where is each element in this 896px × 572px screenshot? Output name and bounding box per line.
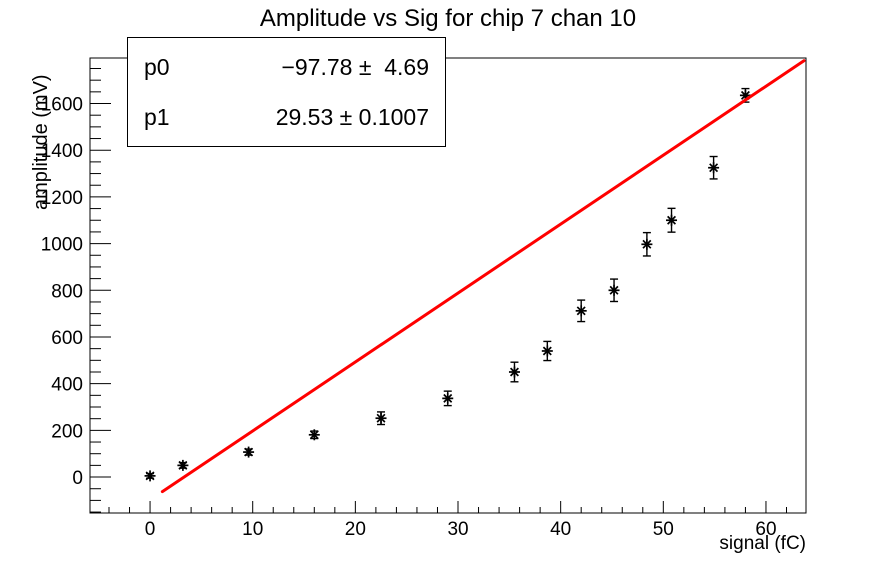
y-tick-label: 1200 <box>41 188 83 209</box>
y-tick-label: 0 <box>72 468 83 489</box>
y-axis: 0 200 400 600 800 1000 1200 1400 1600 <box>41 68 111 513</box>
y-tick-label: 800 <box>51 281 83 302</box>
stats-row-p1: p1 29.53 ± 0.1007 <box>128 104 445 131</box>
data-point-marker <box>666 214 678 226</box>
data-point-marker <box>308 429 320 441</box>
data-point-marker <box>575 305 587 317</box>
x-tick-label: 50 <box>653 519 674 540</box>
data-point-marker <box>375 412 387 424</box>
chart-title: Amplitude vs Sig for chip 7 chan 10 <box>259 5 637 32</box>
x-axis: 0 10 20 30 40 50 60 <box>108 501 787 540</box>
data-point-marker <box>442 392 454 404</box>
fit-line <box>160 59 806 494</box>
data-points <box>144 87 751 482</box>
data-point-marker <box>641 238 653 250</box>
x-tick-label: 40 <box>550 519 571 540</box>
data-point-marker <box>177 459 189 471</box>
data-point-marker <box>243 446 255 458</box>
stats-param-name-p1: p1 <box>144 103 170 130</box>
y-axis-title: amplitude (mV) <box>30 74 52 210</box>
y-tick-label: 1600 <box>41 95 83 116</box>
y-tick-label: 1400 <box>41 141 83 162</box>
stats-row-p0: p0 −97.78 ± 4.69 <box>128 54 445 81</box>
y-tick-label: 1000 <box>41 235 83 256</box>
x-tick-label: 0 <box>145 519 156 540</box>
x-tick-label: 10 <box>242 519 263 540</box>
data-point-marker <box>708 162 720 174</box>
data-point-marker <box>541 345 553 357</box>
stats-param-value-p0: −97.78 ± 4.69 <box>281 53 429 80</box>
y-tick-label: 400 <box>51 375 83 396</box>
data-point-marker <box>608 284 620 296</box>
x-axis-title: signal (fC) <box>719 533 806 554</box>
stats-param-value-p1: 29.53 ± 0.1007 <box>275 103 429 130</box>
plot-frame <box>89 57 807 514</box>
y-tick-label: 200 <box>51 421 83 442</box>
x-tick-label: 60 <box>755 519 776 540</box>
x-tick-label: 20 <box>345 519 366 540</box>
data-point-marker <box>508 366 520 378</box>
fit-stats-box: p0 −97.78 ± 4.69 p1 29.53 ± 0.1007 <box>127 37 446 147</box>
x-tick-label: 30 <box>447 519 468 540</box>
y-tick-label: 600 <box>51 328 83 349</box>
stats-param-name-p0: p0 <box>144 53 170 80</box>
data-point-marker <box>144 470 156 482</box>
